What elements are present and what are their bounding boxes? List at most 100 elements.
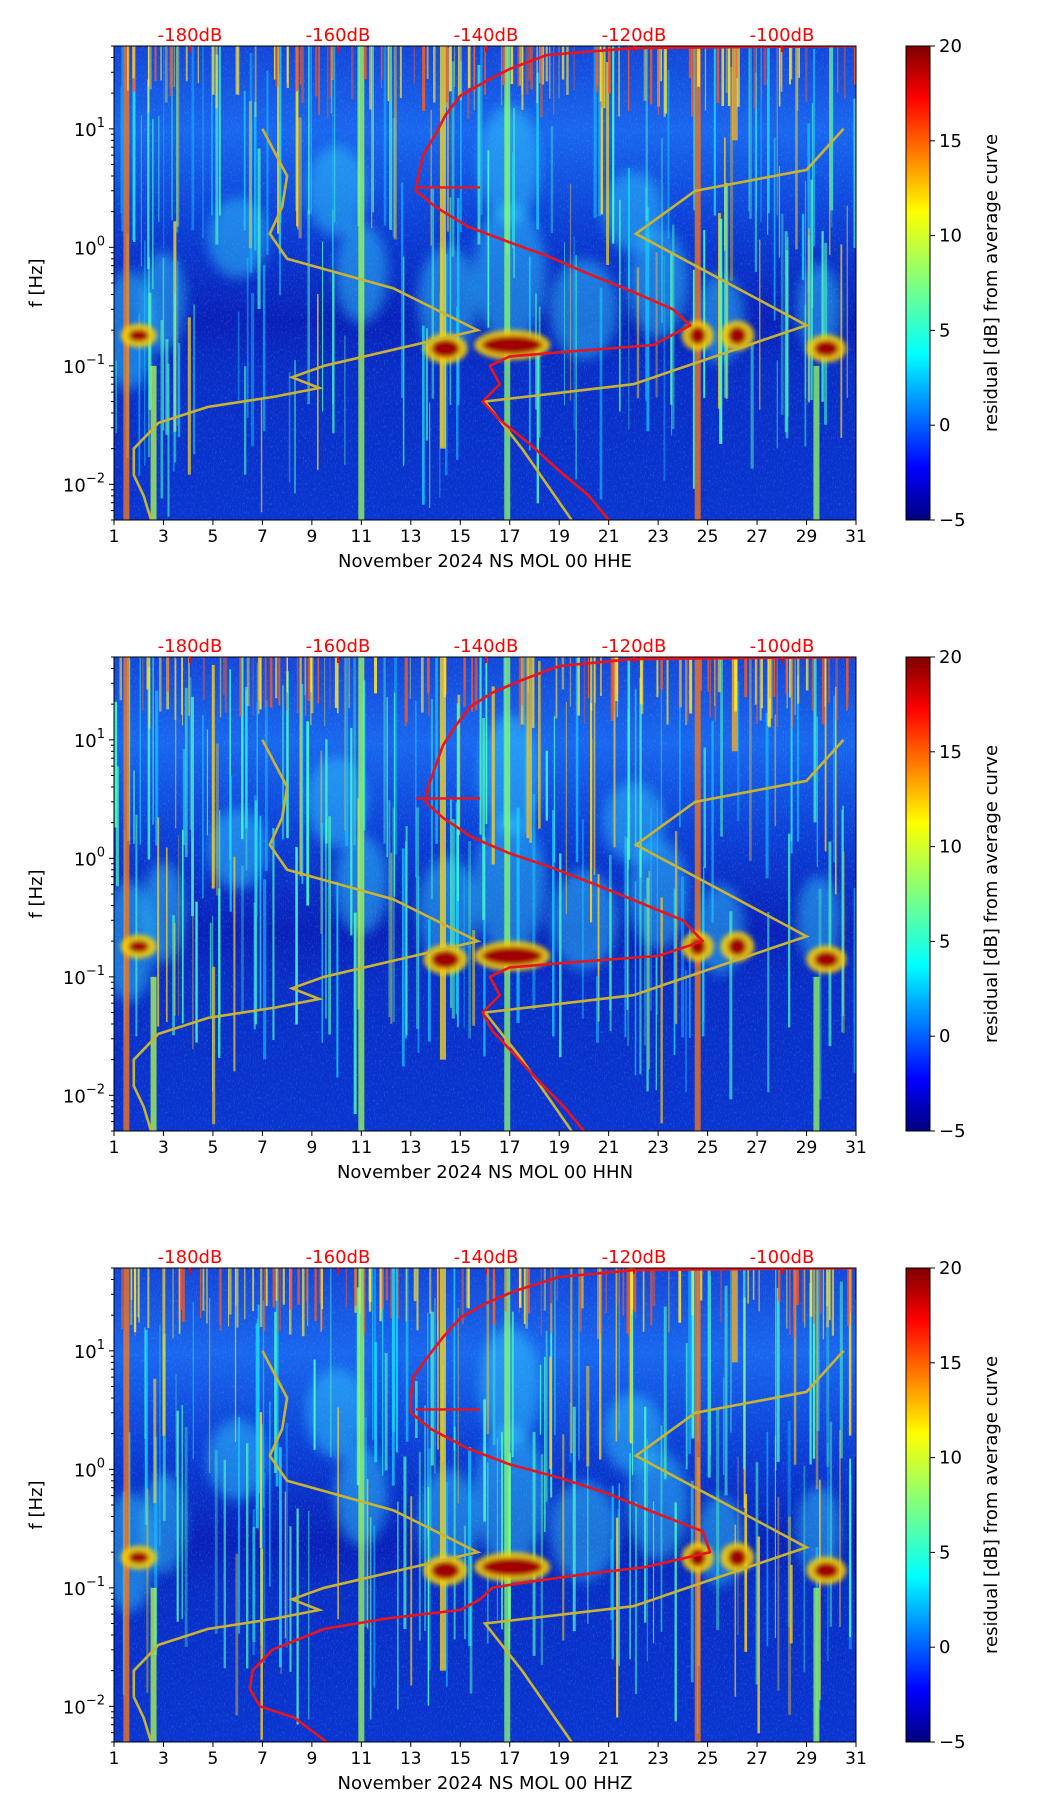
microseism-peaks bbox=[120, 1542, 847, 1586]
x-tick-label: 27 bbox=[746, 1749, 768, 1769]
x-tick-label: 11 bbox=[351, 1749, 373, 1769]
colorbar bbox=[905, 656, 931, 1132]
y-axis-title: f [Hz] bbox=[26, 1480, 47, 1529]
colorbar bbox=[905, 1267, 931, 1743]
y-tick-label: 10−2 bbox=[63, 1693, 105, 1718]
colorbar-tick-label: 0 bbox=[939, 1026, 950, 1047]
x-tick-label: 13 bbox=[400, 527, 422, 547]
db-scale-label: -120dB bbox=[602, 1247, 667, 1268]
x-tick-label: 23 bbox=[647, 1749, 669, 1769]
colorbar-tick-label: 15 bbox=[939, 1353, 962, 1374]
x-tick-label: 9 bbox=[306, 1749, 317, 1769]
x-tick-label: 5 bbox=[208, 527, 219, 547]
spectrogram-streaks bbox=[121, 1268, 856, 1742]
noise-model-low-curve bbox=[132, 128, 482, 520]
x-tick-label: 27 bbox=[746, 1138, 768, 1158]
db-scale-label: -140dB bbox=[454, 636, 519, 657]
y-tick-label: 10−2 bbox=[63, 1082, 105, 1107]
colorbar-label: residual [dB] from average curve bbox=[981, 134, 1002, 432]
microseism-peaks bbox=[120, 320, 847, 364]
db-scale-label: -180dB bbox=[158, 25, 223, 46]
x-tick-label: 3 bbox=[158, 1749, 169, 1769]
x-tick-label: 27 bbox=[746, 527, 768, 547]
db-scale-label: -140dB bbox=[454, 1247, 519, 1268]
x-tick-label: 29 bbox=[796, 1749, 818, 1769]
x-tick-label: 15 bbox=[449, 527, 471, 547]
noise-model-high-curve bbox=[482, 738, 845, 1131]
colorbar-tick-label: 15 bbox=[939, 131, 962, 152]
y-tick-label: 101 bbox=[74, 116, 105, 141]
colorbar-tick-label: 5 bbox=[939, 320, 950, 341]
x-tick-label: 11 bbox=[351, 527, 373, 547]
y-tick-label: 101 bbox=[74, 1338, 105, 1363]
db-scale-label: -160dB bbox=[306, 1247, 371, 1268]
x-tick-label: 1 bbox=[109, 527, 120, 547]
x-tick-label: 5 bbox=[208, 1138, 219, 1158]
y-tick-label: 10−1 bbox=[63, 964, 105, 989]
x-tick-label: 21 bbox=[598, 1138, 620, 1158]
x-axis-title: November 2024 NS MOL 00 HHE bbox=[338, 551, 632, 572]
noise-model-high-curve bbox=[482, 127, 845, 520]
x-tick-label: 7 bbox=[257, 1749, 268, 1769]
noise-model-high-curve bbox=[482, 1349, 845, 1742]
x-tick-label: 19 bbox=[548, 1749, 570, 1769]
x-tick-label: 7 bbox=[257, 1138, 268, 1158]
db-scale-label: -100dB bbox=[750, 1247, 815, 1268]
x-tick-label: 19 bbox=[548, 527, 570, 547]
spectrogram bbox=[114, 46, 856, 520]
x-tick-label: 21 bbox=[598, 527, 620, 547]
colorbar-tick-label: −5 bbox=[939, 1732, 966, 1753]
db-scale-label: -140dB bbox=[454, 25, 519, 46]
y-axis-title: f [Hz] bbox=[26, 258, 47, 307]
x-tick-label: 11 bbox=[351, 1138, 373, 1158]
colorbar-tick-label: −5 bbox=[939, 510, 966, 531]
x-tick-label: 3 bbox=[158, 527, 169, 547]
colorbar-tick-label: 5 bbox=[939, 1542, 950, 1563]
x-tick-label: 23 bbox=[647, 1138, 669, 1158]
db-scale-label: -180dB bbox=[158, 1247, 223, 1268]
x-tick-label: 3 bbox=[158, 1138, 169, 1158]
y-tick-label: 100 bbox=[74, 234, 105, 259]
y-tick-label: 100 bbox=[74, 845, 105, 870]
x-tick-label: 21 bbox=[598, 1749, 620, 1769]
x-tick-label: 31 bbox=[845, 1749, 867, 1769]
db-scale-label: -180dB bbox=[158, 636, 223, 657]
spectrogram-streaks bbox=[115, 46, 856, 520]
x-axis-title: November 2024 NS MOL 00 HHN bbox=[337, 1162, 633, 1183]
x-tick-label: 17 bbox=[499, 527, 521, 547]
x-tick-label: 7 bbox=[257, 527, 268, 547]
spectrogram bbox=[114, 657, 856, 1131]
colorbar-tick-label: 0 bbox=[939, 415, 950, 436]
y-axis-title: f [Hz] bbox=[26, 869, 47, 918]
x-tick-label: 1 bbox=[109, 1138, 120, 1158]
x-tick-label: 9 bbox=[306, 527, 317, 547]
db-scale-label: -100dB bbox=[750, 636, 815, 657]
x-tick-label: 25 bbox=[697, 527, 719, 547]
x-tick-label: 25 bbox=[697, 1138, 719, 1158]
x-tick-label: 25 bbox=[697, 1749, 719, 1769]
db-scale-label: -160dB bbox=[306, 636, 371, 657]
colorbar-label: residual [dB] from average curve bbox=[981, 745, 1002, 1043]
colorbar-tick-label: 10 bbox=[939, 1448, 962, 1469]
y-tick-label: 10−1 bbox=[63, 1575, 105, 1600]
x-tick-label: 15 bbox=[449, 1138, 471, 1158]
x-tick-label: 19 bbox=[548, 1138, 570, 1158]
x-tick-label: 5 bbox=[208, 1749, 219, 1769]
x-tick-label: 15 bbox=[449, 1749, 471, 1769]
colorbar-tick-label: 15 bbox=[939, 742, 962, 763]
x-axis-title: November 2024 NS MOL 00 HHZ bbox=[338, 1773, 633, 1794]
colorbar-tick-label: 10 bbox=[939, 837, 962, 858]
x-tick-label: 13 bbox=[400, 1749, 422, 1769]
db-scale-label: -120dB bbox=[602, 25, 667, 46]
average-psd-curve bbox=[424, 657, 856, 1131]
db-scale-label: -120dB bbox=[602, 636, 667, 657]
x-tick-label: 17 bbox=[499, 1749, 521, 1769]
colorbar-tick-label: 10 bbox=[939, 226, 962, 247]
db-scale-label: -100dB bbox=[750, 25, 815, 46]
x-tick-label: 23 bbox=[647, 527, 669, 547]
colorbar-tick-label: 0 bbox=[939, 1637, 950, 1658]
colorbar-tick-label: 20 bbox=[939, 1258, 962, 1279]
x-tick-label: 31 bbox=[845, 1138, 867, 1158]
